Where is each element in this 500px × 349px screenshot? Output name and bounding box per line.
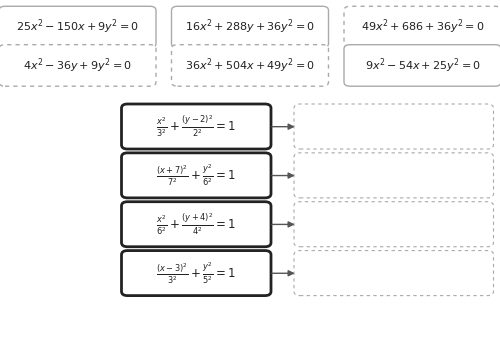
FancyBboxPatch shape: [172, 6, 328, 48]
FancyBboxPatch shape: [122, 251, 271, 296]
FancyBboxPatch shape: [122, 153, 271, 198]
FancyBboxPatch shape: [0, 6, 156, 48]
FancyBboxPatch shape: [0, 45, 156, 86]
FancyBboxPatch shape: [122, 104, 271, 149]
Text: $\frac{(x+7)^2}{7^2}+\frac{y^2}{6^2}=1$: $\frac{(x+7)^2}{7^2}+\frac{y^2}{6^2}=1$: [156, 163, 236, 188]
Text: $9x^2-54x+25y^2=0$: $9x^2-54x+25y^2=0$: [364, 56, 480, 75]
FancyBboxPatch shape: [344, 6, 500, 48]
Text: $25x^2-150x+9y^2=0$: $25x^2-150x+9y^2=0$: [16, 18, 139, 36]
Text: $4x^2-36y+9y^2=0$: $4x^2-36y+9y^2=0$: [23, 56, 132, 75]
Text: $36x^2+504x+49y^2=0$: $36x^2+504x+49y^2=0$: [185, 56, 315, 75]
FancyBboxPatch shape: [294, 202, 494, 247]
FancyBboxPatch shape: [294, 153, 494, 198]
FancyBboxPatch shape: [172, 45, 328, 86]
Text: $49x^2+686+36y^2=0$: $49x^2+686+36y^2=0$: [361, 18, 484, 36]
Text: $\frac{(x-3)^2}{3^2}+\frac{y^2}{5^2}=1$: $\frac{(x-3)^2}{3^2}+\frac{y^2}{5^2}=1$: [156, 260, 236, 286]
FancyBboxPatch shape: [294, 251, 494, 296]
Text: $16x^2+288y+36y^2=0$: $16x^2+288y+36y^2=0$: [185, 18, 315, 36]
FancyBboxPatch shape: [122, 202, 271, 247]
Text: $\frac{x^2}{6^2}+\frac{(y+4)^2}{4^2}=1$: $\frac{x^2}{6^2}+\frac{(y+4)^2}{4^2}=1$: [156, 211, 236, 237]
FancyBboxPatch shape: [294, 104, 494, 149]
Text: $\frac{x^2}{3^2}+\frac{(y-2)^2}{2^2}=1$: $\frac{x^2}{3^2}+\frac{(y-2)^2}{2^2}=1$: [156, 114, 236, 139]
FancyBboxPatch shape: [344, 45, 500, 86]
